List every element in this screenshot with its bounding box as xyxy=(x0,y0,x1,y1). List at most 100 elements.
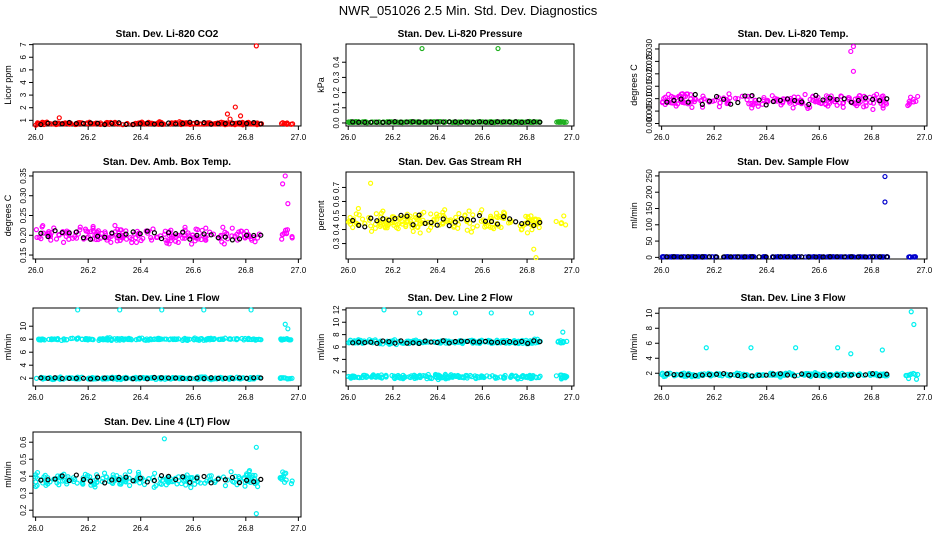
mean-point xyxy=(208,121,214,127)
data-point xyxy=(748,100,754,107)
mean-point xyxy=(137,231,143,237)
data-point xyxy=(283,230,289,236)
x-tick-label: 26.6 xyxy=(185,393,201,402)
y-tick-label: 0.5 xyxy=(332,209,341,221)
data-point xyxy=(227,336,233,342)
mean-point xyxy=(208,480,214,486)
mean-point xyxy=(144,228,150,234)
data-point xyxy=(246,233,252,239)
mean-point xyxy=(215,235,221,241)
mean-point xyxy=(194,375,200,381)
mean-point xyxy=(791,254,798,260)
data-point xyxy=(520,374,527,380)
data-point xyxy=(229,225,235,231)
mean-point xyxy=(102,375,108,381)
data-point xyxy=(880,103,886,109)
data-point xyxy=(870,106,876,113)
mean-point xyxy=(52,375,58,381)
mean-point xyxy=(884,96,890,102)
data-point xyxy=(100,336,106,342)
data-point xyxy=(204,478,210,484)
y-tick-label: 0.7 xyxy=(332,181,341,193)
mean-point xyxy=(173,375,179,381)
data-point xyxy=(279,475,285,481)
data-point xyxy=(207,337,213,343)
mean-point xyxy=(87,478,94,484)
y-axis-label: ml/min xyxy=(3,461,13,488)
data-point xyxy=(119,335,125,342)
mean-point xyxy=(130,121,136,128)
data-point xyxy=(514,375,520,381)
mean-point xyxy=(870,254,876,260)
mean-point xyxy=(494,339,501,346)
mean-point xyxy=(386,119,392,125)
mean-point xyxy=(158,235,165,242)
data-point xyxy=(376,119,383,125)
y-tick-label: 10 xyxy=(332,317,341,326)
mean-point xyxy=(507,119,513,125)
chart-title: Stan. Dev. Li-820 Pressure xyxy=(398,29,523,40)
mean-point xyxy=(258,232,264,238)
data-point xyxy=(417,230,423,236)
data-point xyxy=(39,336,45,342)
mean-point xyxy=(173,121,179,127)
mean-point xyxy=(537,219,543,226)
data-point xyxy=(127,482,133,489)
mean-point xyxy=(507,338,513,345)
y-tick-label: 5 xyxy=(19,67,28,72)
mean-point xyxy=(742,254,748,260)
mean-point xyxy=(813,254,819,260)
data-point xyxy=(349,374,355,381)
mean-point xyxy=(201,231,207,237)
mean-point xyxy=(59,229,65,236)
data-point xyxy=(255,483,261,490)
data-point xyxy=(773,254,779,260)
data-point xyxy=(874,91,880,97)
data-point xyxy=(277,375,283,381)
mean-point xyxy=(398,338,404,344)
data-point xyxy=(508,373,514,379)
data-point xyxy=(378,222,384,228)
mean-point xyxy=(763,372,769,378)
mean-point xyxy=(531,119,537,125)
mean-point xyxy=(222,375,228,381)
mean-point xyxy=(806,254,812,260)
mean-point xyxy=(180,121,186,127)
data-point xyxy=(85,229,91,235)
y-tick-label: 0.025 xyxy=(645,51,654,72)
data-point xyxy=(903,372,909,379)
data-point xyxy=(563,119,569,125)
mean-point xyxy=(728,101,734,107)
chart-title: Stan. Dev. Line 2 Flow xyxy=(408,293,513,304)
data-point xyxy=(136,335,143,341)
data-point xyxy=(77,227,83,233)
mean-point xyxy=(201,375,207,382)
outlier-point xyxy=(906,375,912,382)
mean-point xyxy=(440,216,446,222)
y-tick-label: 2 xyxy=(332,369,341,374)
outlier-point xyxy=(879,347,885,353)
mean-point xyxy=(87,376,94,382)
mean-point xyxy=(470,119,477,125)
mean-point xyxy=(784,96,791,102)
mean-point xyxy=(362,339,368,346)
data-point xyxy=(95,230,101,236)
data-point xyxy=(33,375,40,381)
mean-point xyxy=(95,233,101,239)
x-tick-label: 26.2 xyxy=(385,393,401,402)
data-point xyxy=(350,224,356,231)
data-point xyxy=(402,374,408,380)
mean-point xyxy=(392,215,398,222)
data-point xyxy=(808,372,814,378)
plot-frame xyxy=(32,171,302,260)
outlier-point xyxy=(232,104,238,110)
data-point xyxy=(456,211,462,217)
y-tick-label: 0.3 xyxy=(19,487,28,499)
data-point xyxy=(216,336,222,342)
data-point xyxy=(113,232,120,238)
data-point xyxy=(163,336,169,342)
mean-point xyxy=(151,477,157,484)
data-point xyxy=(661,95,667,102)
data-point xyxy=(128,336,134,342)
